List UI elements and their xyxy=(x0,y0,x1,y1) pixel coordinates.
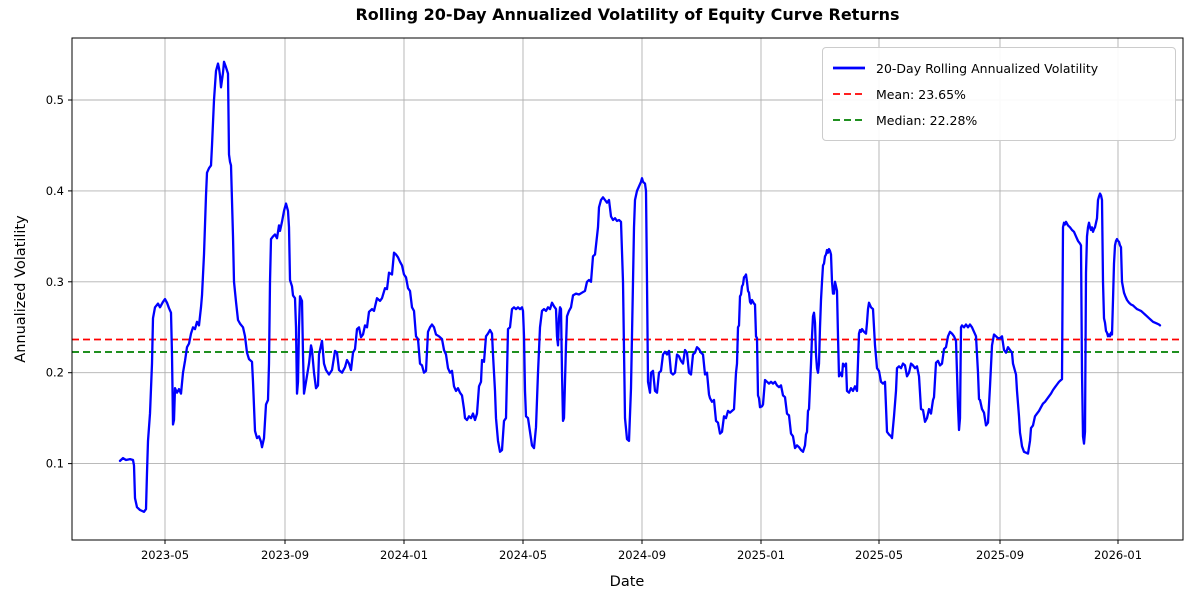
solid-line-swatch-icon xyxy=(833,66,865,70)
x-tick-label: 2023-09 xyxy=(261,548,309,562)
x-tick-label: 2023-05 xyxy=(141,548,189,562)
y-tick-label: 0.4 xyxy=(46,184,64,198)
x-tick-label: 2024-01 xyxy=(380,548,428,562)
plot-border xyxy=(71,37,1184,541)
y-tick-label: 0.1 xyxy=(46,457,64,471)
legend: 20-Day Rolling Annualized Volatility Mea… xyxy=(822,47,1176,141)
chart-title: Rolling 20-Day Annualized Volatility of … xyxy=(355,5,900,24)
x-tick-label: 2025-09 xyxy=(976,548,1024,562)
x-tick-label: 2026-01 xyxy=(1094,548,1142,562)
legend-label-median: Median: 22.28% xyxy=(876,112,978,128)
x-tick-label: 2025-01 xyxy=(737,548,785,562)
x-tick-label: 2024-05 xyxy=(499,548,547,562)
legend-entry-volatility: 20-Day Rolling Annualized Volatility xyxy=(832,55,1165,81)
y-axis-label: Annualized Volatility xyxy=(13,215,29,363)
legend-label-mean: Mean: 23.65% xyxy=(876,86,966,102)
x-tick-label: 2025-05 xyxy=(855,548,903,562)
dashed-line-swatch-icon xyxy=(833,93,865,95)
y-tick-label: 0.2 xyxy=(46,366,64,380)
dashed-line-swatch-icon xyxy=(833,119,865,121)
y-tick-label: 0.5 xyxy=(46,93,64,107)
legend-entry-mean: Mean: 23.65% xyxy=(832,81,1165,107)
legend-entry-median: Median: 22.28% xyxy=(832,107,1165,133)
volatility-line-path xyxy=(118,60,1162,513)
x-tick-label: 2024-09 xyxy=(618,548,666,562)
y-tick-label: 0.3 xyxy=(46,275,64,289)
legend-label-volatility: 20-Day Rolling Annualized Volatility xyxy=(876,60,1099,76)
x-axis-label: Date xyxy=(609,574,645,590)
